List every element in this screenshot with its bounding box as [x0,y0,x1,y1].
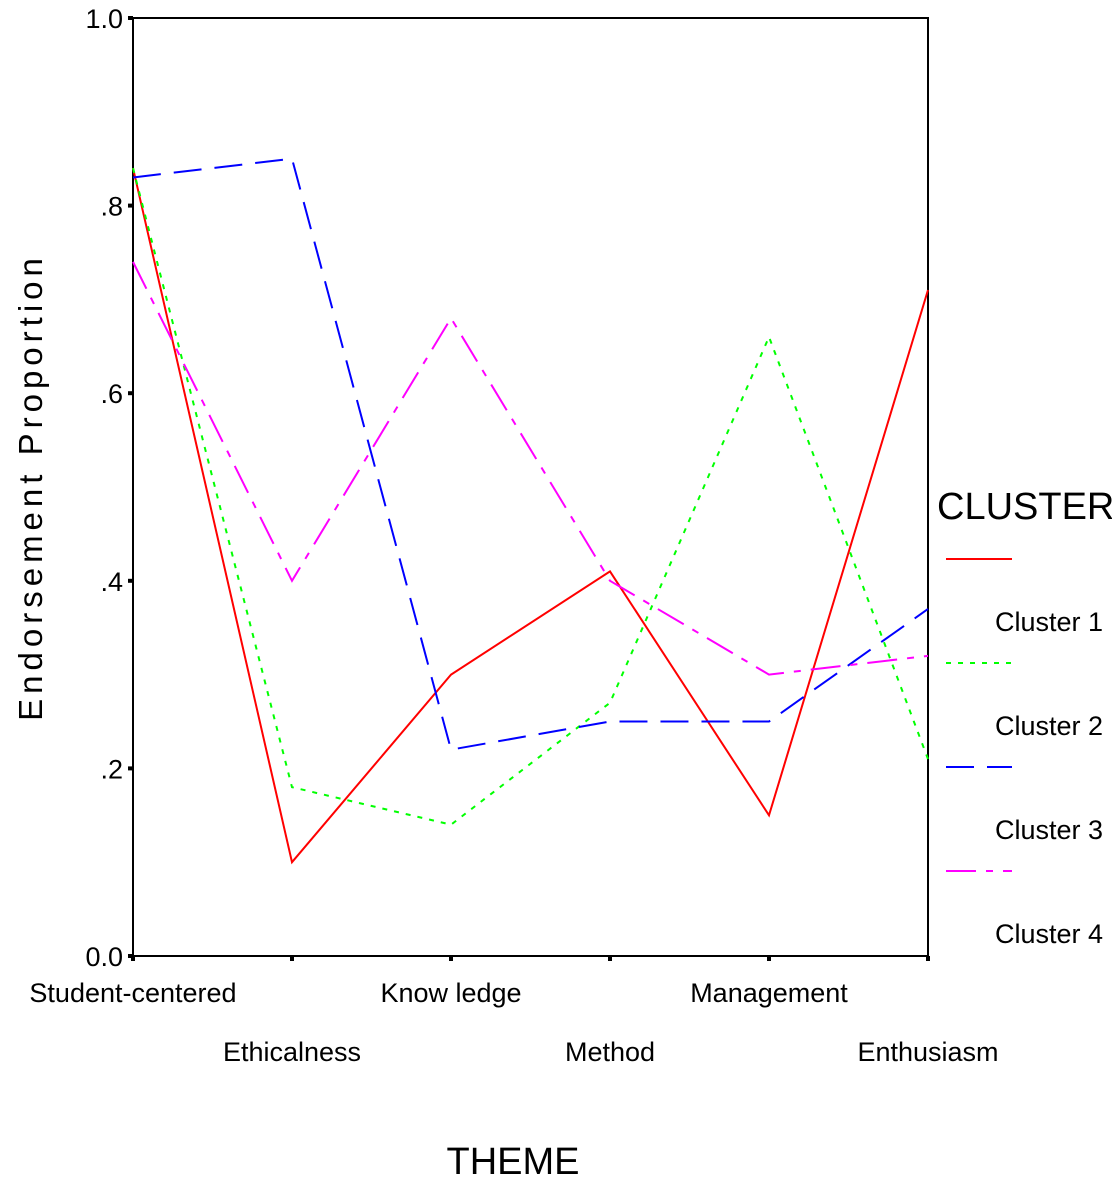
x-tick-label: Management [690,978,848,1008]
legend-label: Cluster 1 [995,607,1103,637]
series-line [132,261,929,676]
y-axis-ticks: 0.0 .2 .4 .6 .8 1.0 [85,4,133,972]
legend-label: Cluster 3 [995,815,1103,845]
y-tick-label: .8 [100,192,123,222]
series-line [132,167,929,826]
y-tick-label: 0.0 [85,942,123,972]
x-tick-label: Ethicalness [223,1037,361,1067]
legend-label: Cluster 4 [995,919,1103,949]
plot-frame [132,17,929,957]
x-axis-title: THEME [447,1141,580,1181]
legend-label: Cluster 2 [995,711,1103,741]
y-axis-title: Endorsement Proportion [12,253,49,721]
legend-items: Cluster 1 Cluster 2 Cluster 3 Cluster 4 [946,558,1103,949]
y-tick-label: .6 [100,379,123,409]
x-tick-label: Enthusiasm [857,1037,998,1067]
legend-title: CLUSTER [937,486,1112,528]
series-line [132,167,929,865]
x-axis-ticks: Student-centered Ethicalness Know ledge Met… [29,956,999,1067]
y-tick-label: .2 [100,754,123,784]
series-line [132,157,929,751]
x-tick-label: Student-centered [29,978,236,1008]
y-tick-label: 1.0 [85,4,123,34]
series-lines [132,157,929,865]
x-tick-label: Method [565,1037,655,1067]
y-tick-label: .4 [100,567,123,597]
x-tick-label: Know ledge [380,978,521,1008]
